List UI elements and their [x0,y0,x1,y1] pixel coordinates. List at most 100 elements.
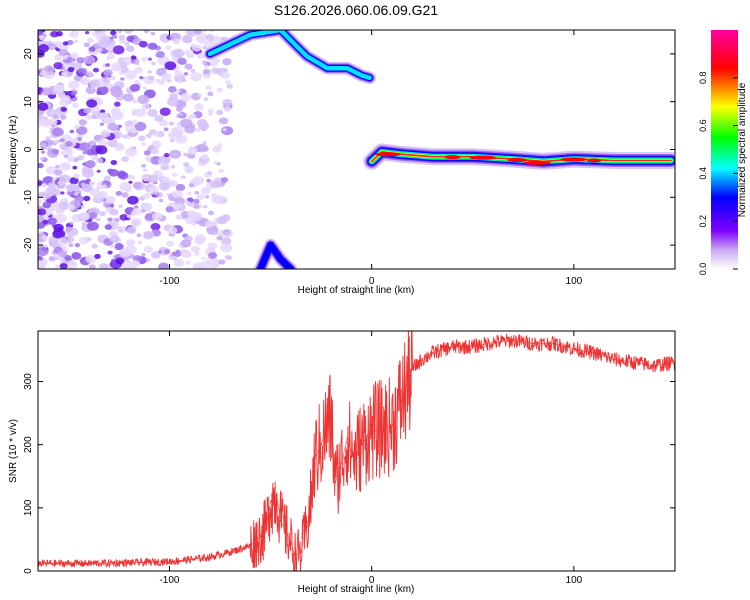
noise-blob [200,153,209,160]
noise-blob [121,156,130,163]
noise-blob [53,223,64,232]
spectrogram-x-tick-label: 0 [369,276,375,287]
noise-blob [171,190,183,199]
noise-blob [180,249,192,259]
noise-blob [111,258,116,263]
snr-panel: -100 0 100 0 100 200 300 Height of straight li… [8,330,676,595]
noise-blob [86,221,99,231]
noise-blob [90,181,95,185]
noise-blob [207,91,214,97]
snr-point [87,562,90,565]
noise-blob [108,169,119,177]
noise-blob [38,246,49,257]
ridge-core [469,155,497,160]
noise-blob [209,258,221,268]
spectrogram-y-tick-label: -20 [23,237,34,252]
noise-blob [70,52,79,59]
noise-blob [118,83,124,87]
noise-blob [78,71,84,76]
figure-title: S126.2026.060.06.09.G21 [274,2,438,18]
noise-blob [138,135,146,142]
snr-point [334,481,337,484]
snr-point [532,342,535,345]
ridge-core [587,158,602,163]
spectrogram-y-tick-label: 10 [23,96,34,108]
snr-point [593,352,595,354]
noise-blob [88,46,96,52]
noise-blob [110,62,123,72]
noise-blob [55,208,63,214]
snr-point [330,418,333,421]
noise-blob [38,162,44,169]
noise-blob [124,70,137,80]
noise-blob [42,219,49,225]
snr-ticks: -100 0 100 0 100 200 300 [23,331,675,586]
noise-blob [138,40,148,48]
noise-blob [66,39,74,46]
noise-blob [222,128,227,132]
spectrogram-y-tick-label: 0 [23,146,34,152]
noise-blob [118,204,123,208]
noise-blob [202,30,207,33]
snr-point [168,560,171,563]
noise-blob [167,97,180,107]
noise-blob [162,182,168,187]
ridge-core [507,158,528,163]
noise-blob [116,30,123,34]
noise-blob [164,61,177,71]
noise-blob [159,107,171,116]
noise-blob [79,77,90,86]
noise-blob [59,138,65,143]
noise-blob [74,124,80,130]
noise-blob [54,54,63,61]
noise-blob [118,145,123,149]
snr-point [128,561,130,564]
spectrogram-marks [38,30,675,269]
noise-blob [201,146,209,152]
snr-point [421,358,424,361]
noise-blob [67,66,75,73]
noise-blob [190,211,203,222]
noise-blob [71,90,77,96]
noise-blob [96,169,101,173]
noise-blob [116,170,127,178]
noise-blob [85,254,97,264]
noise-blob [202,141,207,145]
ridge-core [374,152,401,157]
noise-blob [51,148,60,155]
noise-blob [150,223,161,231]
colorbar-tick-label: 0.4 [698,167,708,180]
snr-point [229,551,231,553]
noise-blob [96,157,104,164]
noise-blob [143,245,154,253]
noise-blob [113,225,120,230]
noise-blob [110,126,118,132]
noise-blob [119,228,124,232]
noise-blob [186,191,192,196]
noise-blob [175,183,186,192]
noise-blob [200,186,211,195]
snr-y-tick-label: 300 [23,373,34,390]
noise-blob [105,63,111,67]
noise-blob [223,106,232,112]
noise-blob [220,177,229,183]
noise-blob [194,251,200,256]
noise-blob [103,78,111,84]
colorbar-gradient [711,30,738,269]
noise-blob [124,41,130,46]
noise-blob [142,86,148,90]
noise-blob [180,239,192,248]
noise-blob [142,176,150,182]
noise-blob [166,240,175,247]
noise-blob [183,50,192,56]
noise-blob [147,186,159,195]
noise-blob [140,209,146,213]
noise-blob [125,147,138,157]
noise-blob [130,59,135,63]
noise-blob [68,243,74,248]
noise-blob [163,249,171,255]
noise-blob [100,109,106,114]
noise-blob [113,101,121,107]
noise-blob [77,155,85,161]
noise-blob [120,77,125,81]
